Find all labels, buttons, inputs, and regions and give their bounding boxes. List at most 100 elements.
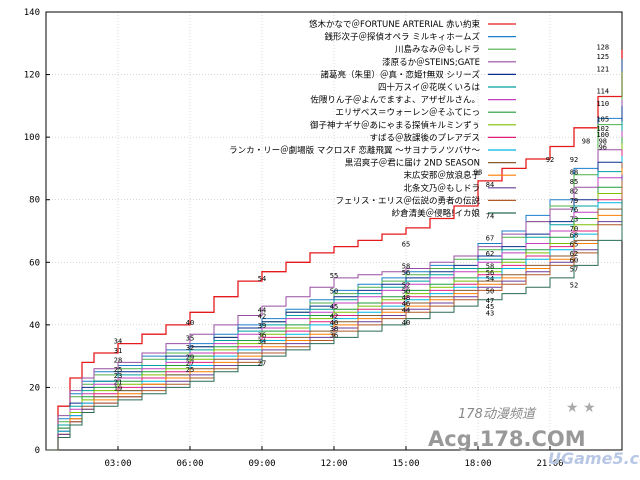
data-label: 98 bbox=[582, 137, 590, 145]
data-label: 52 bbox=[402, 281, 410, 289]
legend-label: フェリス・エリス＠伝説の勇者の伝説 bbox=[335, 195, 480, 206]
data-label: 74 bbox=[486, 212, 494, 220]
legend-label: 北条文乃＠もしドラ bbox=[403, 183, 480, 194]
x-tick-label: 15:00 bbox=[392, 459, 419, 469]
watermark-site-url: Acg.178.COM bbox=[428, 427, 586, 451]
data-label: 47 bbox=[486, 297, 494, 305]
data-label: 58 bbox=[402, 263, 410, 271]
y-tick-label: 0 bbox=[35, 446, 40, 456]
data-label: 28 bbox=[114, 356, 122, 364]
legend-label: 黒沼爽子＠君に届け 2ND SEASON bbox=[345, 159, 480, 169]
data-label: 62 bbox=[486, 250, 494, 258]
data-label: 62 bbox=[570, 250, 578, 258]
data-label: 21 bbox=[114, 378, 122, 386]
data-label: 50 bbox=[402, 288, 410, 296]
data-label: 40 bbox=[330, 319, 338, 327]
data-label: 32 bbox=[186, 344, 194, 352]
legend-label: 紗倉清美＠侵略!イカ娘 bbox=[392, 208, 481, 219]
data-label: 60 bbox=[570, 256, 578, 264]
x-tick-label: 09:00 bbox=[248, 459, 275, 469]
data-label: 23 bbox=[114, 372, 122, 380]
legend-label: すばる＠放課後のプレアデス bbox=[369, 132, 480, 143]
y-tick-label: 40 bbox=[29, 321, 40, 331]
data-label: 48 bbox=[402, 294, 410, 302]
data-label: 54 bbox=[258, 275, 266, 283]
x-tick-label: 06:00 bbox=[176, 459, 203, 469]
y-tick-label: 100 bbox=[24, 133, 40, 143]
y-tick-label: 80 bbox=[29, 196, 40, 206]
y-tick-label: 120 bbox=[24, 71, 40, 81]
x-tick-label: 18:00 bbox=[464, 459, 491, 469]
data-label: 44 bbox=[258, 306, 266, 314]
data-label: 73 bbox=[570, 216, 578, 224]
data-label: 34 bbox=[114, 338, 122, 346]
series-line-4 bbox=[46, 99, 623, 451]
data-label: 85 bbox=[570, 178, 578, 186]
star-icon: ★ ★ bbox=[566, 400, 596, 416]
legend-label: 悠木かなで＠FORTUNE ARTERIAL 赤い約束 bbox=[309, 19, 481, 30]
data-label: 45 bbox=[330, 303, 338, 311]
axis-layer: 0 20 40 60 80 100 120 140 03:00 06:00 09:00 12:00 15… bbox=[24, 8, 623, 469]
data-label: 19 bbox=[114, 385, 122, 393]
data-label: 45 bbox=[486, 303, 494, 311]
data-label: 39 bbox=[258, 322, 266, 330]
data-label: 52 bbox=[570, 281, 578, 289]
data-label: 35 bbox=[186, 335, 194, 343]
data-label: 70 bbox=[570, 225, 578, 233]
data-label: 76 bbox=[570, 206, 578, 214]
data-label: 128 bbox=[596, 44, 609, 52]
data-label: 42 bbox=[258, 313, 266, 321]
data-label: 125 bbox=[596, 53, 609, 61]
data-label: 58 bbox=[486, 263, 494, 271]
data-label: 54 bbox=[486, 275, 494, 283]
data-label: 96 bbox=[599, 144, 607, 152]
watermark-layer: 178动漫频道 Acg.178.COM ★ ★ UGame5.com bbox=[428, 400, 640, 468]
data-label: 100 bbox=[596, 131, 609, 139]
legend-label: 四十万スイ＠花咲くいろは bbox=[378, 82, 481, 93]
data-label: 110 bbox=[596, 100, 609, 108]
data-label: 57 bbox=[570, 266, 578, 274]
data-label: 44 bbox=[402, 306, 410, 314]
data-label: 67 bbox=[486, 234, 494, 242]
data-label: 40 bbox=[186, 319, 194, 327]
y-tick-label: 140 bbox=[24, 8, 40, 18]
data-label: 65 bbox=[402, 241, 410, 249]
data-label: 114 bbox=[596, 87, 609, 95]
legend-label: 諸葛亮（朱里）＠真・恋姫†無双 シリーズ bbox=[320, 69, 480, 80]
data-label: 88 bbox=[474, 169, 482, 177]
data-label: 27 bbox=[258, 360, 266, 368]
data-label: 36 bbox=[330, 331, 338, 339]
watermark-corner: UGame5.com bbox=[548, 449, 640, 468]
data-label: 56 bbox=[486, 269, 494, 277]
data-label: 55 bbox=[330, 272, 338, 280]
data-label: 25 bbox=[186, 366, 194, 374]
legend-label: エリザベス＝ウォーレン＠そふてにっ bbox=[335, 108, 480, 118]
data-label: 92 bbox=[570, 156, 578, 164]
data-label: 25 bbox=[114, 366, 122, 374]
data-label: 34 bbox=[258, 338, 266, 346]
data-label: 27 bbox=[186, 360, 194, 368]
legend-label: 御子神ナギサ＠あにゃまる探偵キルミンずぅ bbox=[310, 120, 480, 131]
x-tick-label: 12:00 bbox=[320, 459, 347, 469]
data-label: 65 bbox=[570, 241, 578, 249]
y-tick-label: 60 bbox=[29, 258, 40, 268]
data-label: 50 bbox=[330, 288, 338, 296]
data-label: 29 bbox=[186, 353, 194, 361]
data-label: 84 bbox=[486, 181, 494, 189]
series-line-15 bbox=[46, 180, 623, 451]
data-label: 68 bbox=[570, 231, 578, 239]
legend-label: 漆原るか＠STEINS;GATE bbox=[382, 57, 480, 68]
data-label: 105 bbox=[596, 116, 609, 124]
data-label: 102 bbox=[596, 125, 609, 133]
data-label: 31 bbox=[114, 347, 122, 355]
series-layer bbox=[46, 49, 623, 451]
legend-label: 川島みなみ＠もしドラ bbox=[395, 44, 480, 55]
legend-label: 銭形次子＠探偵オペラ ミルキィホームズ bbox=[325, 32, 481, 43]
grid-layer bbox=[46, 12, 622, 450]
legend-label: 末広安那＠放浪息子 bbox=[403, 170, 480, 181]
y-tick-label: 20 bbox=[29, 383, 40, 393]
data-label: 56 bbox=[402, 269, 410, 277]
